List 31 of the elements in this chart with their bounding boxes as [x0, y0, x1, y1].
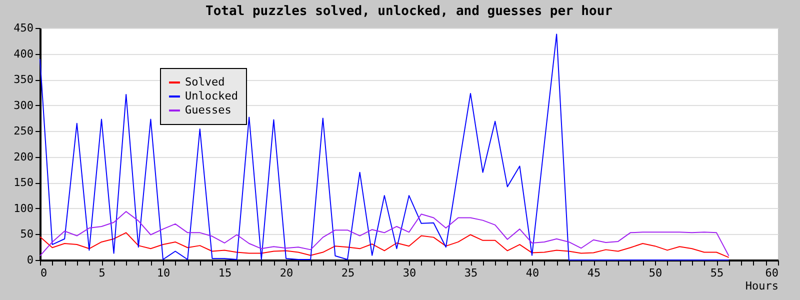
y-tick-label: 350 — [14, 73, 34, 86]
x-tick-label: 45 — [587, 266, 601, 280]
legend-label: Unlocked — [185, 90, 238, 102]
x-tick-label: 15 — [218, 266, 232, 280]
y-tick-label: 300 — [14, 98, 34, 112]
x-tick-label: 35 — [464, 266, 478, 280]
line-series — [40, 232, 730, 258]
x-tick-label: 10 — [156, 266, 170, 280]
y-tick-label: 450 — [14, 22, 34, 34]
x-tick-label: 0 — [40, 266, 48, 280]
y-tick-label: 400 — [14, 47, 34, 60]
line-series — [40, 34, 730, 260]
y-tick-label: 150 — [14, 176, 34, 190]
x-tick-label: 40 — [526, 266, 540, 280]
x-axis-title: Hours — [745, 280, 778, 292]
x-tick-label: 5 — [98, 266, 106, 280]
line-series — [40, 211, 730, 256]
x-tick-label: 50 — [648, 266, 662, 280]
x-tick-label: 20 — [280, 266, 294, 280]
chart-title: Total puzzles solved, unlocked, and guesses per hour — [206, 4, 613, 19]
y-tick-label: 100 — [14, 202, 34, 215]
x-tick-label: 60 — [765, 266, 778, 280]
legend-label: Solved — [185, 76, 225, 88]
y-tick-label: 250 — [14, 124, 34, 138]
x-tick-label: 25 — [341, 266, 355, 280]
y-tick-label: 0 — [26, 254, 34, 266]
y-tick-label: 200 — [14, 150, 34, 164]
legend-label: Guesses — [185, 104, 232, 116]
y-tick-label: 50 — [20, 228, 34, 241]
x-tick-label: 30 — [402, 266, 416, 280]
x-tick-label: 55 — [710, 266, 724, 280]
